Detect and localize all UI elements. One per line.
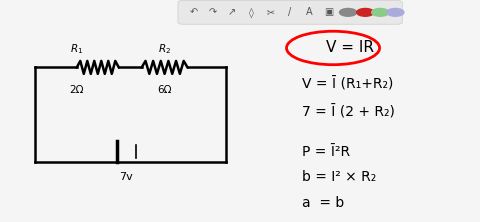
Text: b = I² × R₂: b = I² × R₂ xyxy=(302,170,376,184)
Text: 2Ω: 2Ω xyxy=(70,85,84,95)
Text: $R_1$: $R_1$ xyxy=(70,42,84,56)
Text: a  = b: a = b xyxy=(302,196,344,210)
Circle shape xyxy=(387,8,404,16)
Text: ↶: ↶ xyxy=(190,7,198,17)
Text: ↷: ↷ xyxy=(209,7,217,17)
Text: ↗: ↗ xyxy=(228,7,236,17)
Text: V = IR: V = IR xyxy=(326,40,374,56)
Circle shape xyxy=(339,8,357,16)
FancyBboxPatch shape xyxy=(178,0,402,24)
Text: 7 = Ī (2 + R₂): 7 = Ī (2 + R₂) xyxy=(302,105,395,120)
Text: P = Ī²R: P = Ī²R xyxy=(302,145,350,159)
Text: /: / xyxy=(288,7,292,17)
Text: ✂: ✂ xyxy=(267,7,275,17)
Text: ◊: ◊ xyxy=(249,7,254,18)
Text: ▣: ▣ xyxy=(324,7,334,17)
Circle shape xyxy=(372,8,389,16)
Text: 7v: 7v xyxy=(120,172,133,182)
Text: V = Ī (R₁+R₂): V = Ī (R₁+R₂) xyxy=(302,77,394,92)
Text: A: A xyxy=(306,7,313,17)
Text: $R_2$: $R_2$ xyxy=(158,42,171,56)
Text: 6Ω: 6Ω xyxy=(157,85,172,95)
Circle shape xyxy=(357,8,374,16)
